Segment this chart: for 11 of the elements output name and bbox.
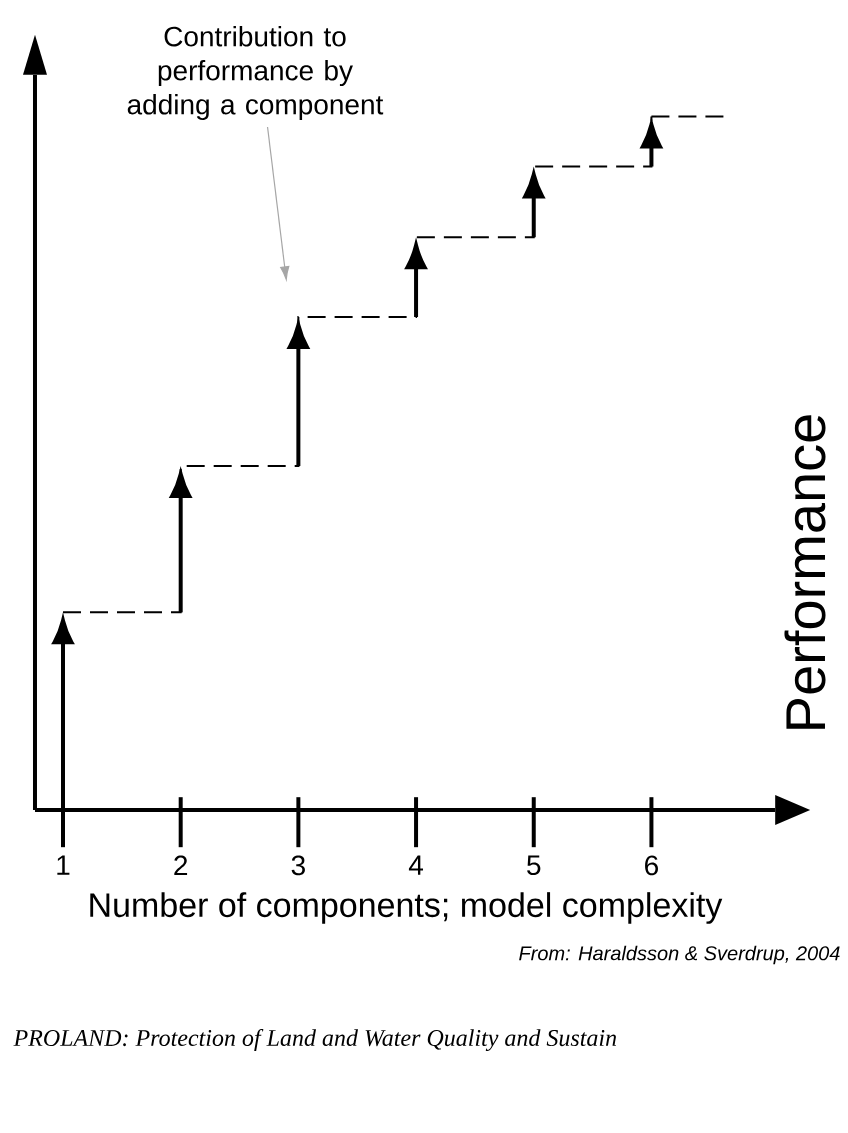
x-tick-label: 6	[645, 855, 658, 876]
x-tick-label: 2	[174, 855, 188, 876]
x-tick-label: 5	[527, 855, 541, 876]
annotation: Contribution to performance by adding a component	[127, 25, 384, 121]
text: From: Haraldsson & Sverdrup, 2004	[519, 945, 840, 965]
x-tick-label: 1	[57, 855, 70, 875]
x-tick-label: 3	[291, 855, 305, 876]
x-axis-title: Number of components; model complexity	[90, 892, 723, 924]
y-axis-title: Performance	[784, 415, 826, 729]
x-tick-label: 4	[408, 855, 424, 875]
text: PROLAND: Protection of Land and Water Quality and Sustain	[13, 1028, 617, 1052]
